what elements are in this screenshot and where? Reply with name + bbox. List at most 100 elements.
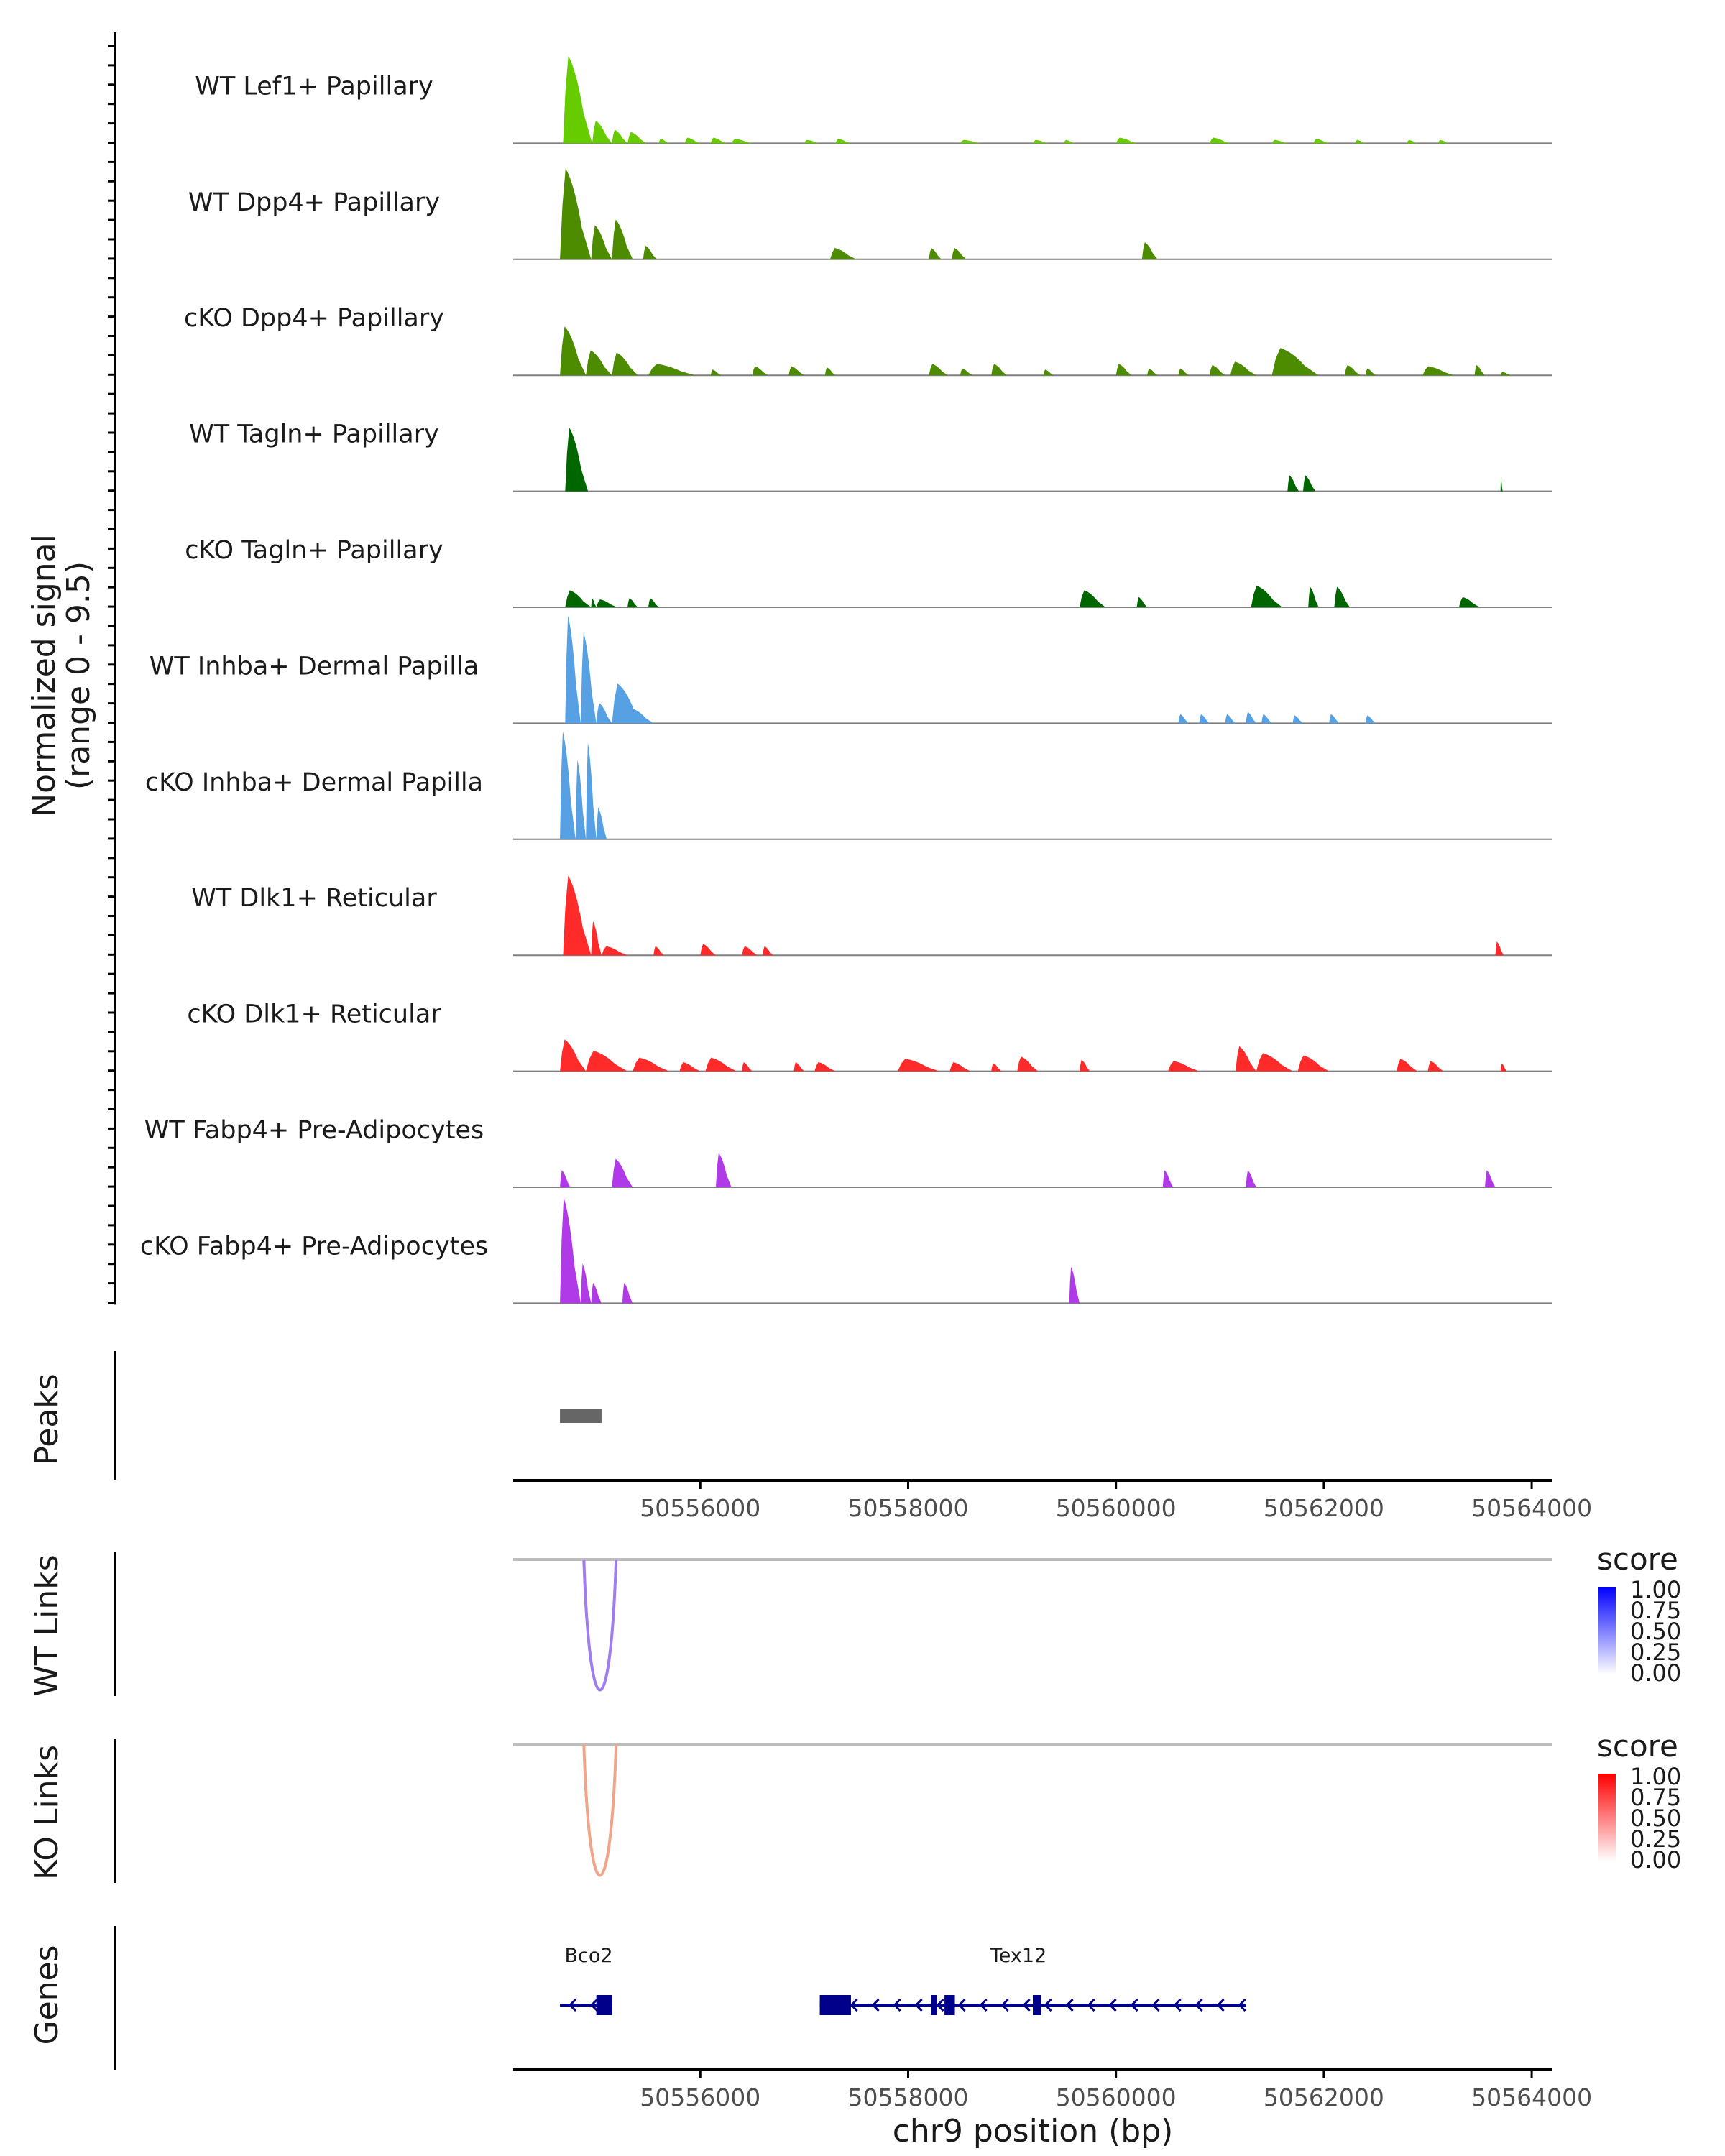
signal-peak bbox=[1209, 364, 1225, 376]
legend-tick-label: 0.00 bbox=[1630, 1846, 1681, 1874]
legend-tick-label: 0.75 bbox=[1630, 1597, 1681, 1624]
strand-arrow bbox=[568, 1998, 577, 2012]
y-axis-label: Normalized signal bbox=[26, 534, 63, 817]
x-tick-label: 50560000 bbox=[1056, 2083, 1177, 2111]
signal-peak bbox=[565, 428, 589, 492]
signal-peak bbox=[591, 225, 612, 259]
signal-peak bbox=[1043, 369, 1054, 376]
legend-tick-label: 0.50 bbox=[1630, 1618, 1681, 1645]
peak-range bbox=[560, 1409, 602, 1423]
signal-peak bbox=[814, 1061, 836, 1072]
signal-peak bbox=[612, 129, 628, 144]
signal-peak bbox=[929, 364, 948, 376]
signal-peak bbox=[1199, 714, 1210, 724]
signal-peak bbox=[960, 139, 981, 144]
signal-peak bbox=[1209, 137, 1230, 144]
signal-peak bbox=[1334, 586, 1351, 607]
signal-peak bbox=[700, 944, 716, 956]
signal-peak bbox=[591, 1282, 602, 1304]
strand-arrow bbox=[1044, 1998, 1052, 2012]
coverage-track: WT Dpp4+ Papillary bbox=[188, 168, 1552, 260]
signal-peak bbox=[612, 352, 638, 376]
coverage-track: cKO Inhba+ Dermal Papilla bbox=[145, 731, 1552, 840]
track-label: WT Tagln+ Papillary bbox=[189, 420, 439, 449]
legend-tick-label: 0.25 bbox=[1630, 1825, 1681, 1853]
signal-peak bbox=[1064, 139, 1075, 144]
x-axis-upper: 50556000 50558000 50560000 50562000 50564000 bbox=[513, 1479, 1592, 1522]
strand-arrow bbox=[1151, 1998, 1160, 2012]
signal-peak bbox=[788, 366, 804, 376]
legend-tick-label: 1.00 bbox=[1630, 1576, 1681, 1603]
track-label: WT Dpp4+ Papillary bbox=[188, 188, 440, 217]
coverage-track: cKO Dlk1+ Reticular bbox=[187, 1000, 1552, 1072]
strand-arrow bbox=[893, 1998, 901, 2012]
strand-arrow bbox=[957, 1998, 966, 2012]
signal-peak bbox=[1080, 1059, 1090, 1072]
gene-exon bbox=[931, 1995, 937, 2015]
signal-peak bbox=[1162, 1170, 1174, 1187]
signal-peak bbox=[1329, 714, 1340, 724]
signal-peak bbox=[1355, 139, 1366, 144]
coverage-track: WT Dlk1+ Reticular bbox=[191, 875, 1552, 957]
signal-peak bbox=[952, 248, 967, 259]
strand-arrow bbox=[1173, 1998, 1182, 2012]
signal-peak bbox=[601, 946, 628, 956]
signal-peak bbox=[1397, 1059, 1418, 1072]
x-axis-title: chr9 position (bp) bbox=[893, 2113, 1174, 2150]
signal-peak bbox=[742, 946, 758, 956]
signal-peak bbox=[1302, 475, 1316, 492]
signal-peak bbox=[560, 1197, 581, 1304]
signal-peak bbox=[1017, 1056, 1039, 1072]
x-tick-label: 50564000 bbox=[1471, 2083, 1592, 2111]
signal-peak bbox=[991, 1063, 1002, 1072]
signal-peak bbox=[563, 55, 592, 144]
signal-peak bbox=[804, 139, 820, 144]
strand-arrow bbox=[1130, 1998, 1138, 2012]
peaks-panel: Peaks 50556000 50558000 50560000 50562000 50… bbox=[29, 1351, 1592, 1522]
gene-model: Tex12 bbox=[819, 1945, 1246, 2015]
signal-peak bbox=[1256, 1053, 1293, 1072]
signal-peak bbox=[1271, 139, 1288, 144]
signal-peak bbox=[560, 731, 576, 839]
signal-peak bbox=[1422, 366, 1454, 376]
coverage-tracks: WT Lef1+ Papillary WT Dpp4+ Papillary cKO … bbox=[140, 55, 1552, 1304]
signal-peak bbox=[586, 350, 612, 376]
strand-arrow bbox=[850, 1998, 858, 2012]
legend-title: score bbox=[1597, 1542, 1678, 1577]
coverage-track: cKO Fabp4+ Pre-Adipocytes bbox=[140, 1197, 1552, 1304]
signal-peak bbox=[653, 946, 664, 956]
coverage-track: WT Inhba+ Dermal Papilla bbox=[150, 615, 1552, 724]
track-label: cKO Inhba+ Dermal Papilla bbox=[145, 768, 483, 797]
x-tick-label: 50556000 bbox=[640, 1494, 760, 1522]
signal-peak bbox=[1474, 364, 1486, 376]
coverage-y-axis bbox=[108, 32, 116, 1305]
signal-peak bbox=[1116, 364, 1132, 376]
signal-peak bbox=[1147, 368, 1158, 376]
gene-name: Bco2 bbox=[565, 1945, 613, 1967]
legend-title: score bbox=[1597, 1728, 1678, 1764]
legend-tick-label: 0.00 bbox=[1630, 1659, 1681, 1687]
x-axis-lower: 50556000 50558000 50560000 50562000 50564000 bbox=[513, 2068, 1592, 2111]
signal-peak bbox=[648, 598, 659, 607]
signal-peak bbox=[1297, 1055, 1330, 1072]
peaks-ranges bbox=[560, 1409, 602, 1423]
strand-arrow bbox=[1000, 1998, 1009, 2012]
legend-tick-label: 0.25 bbox=[1630, 1639, 1681, 1666]
strand-arrow bbox=[914, 1998, 923, 2012]
signal-peak bbox=[1427, 1061, 1444, 1072]
signal-peak bbox=[991, 364, 1007, 376]
signal-peak bbox=[835, 139, 851, 144]
signal-peak bbox=[1230, 361, 1256, 376]
signal-peak bbox=[824, 367, 836, 376]
signal-peak bbox=[591, 598, 597, 607]
coverage-track: cKO Dpp4+ Papillary bbox=[184, 304, 1552, 377]
strand-arrow bbox=[979, 1998, 988, 2012]
signal-peak bbox=[1178, 714, 1189, 724]
signal-peak bbox=[1365, 368, 1376, 376]
signal-peak bbox=[575, 760, 586, 839]
signal-peak bbox=[627, 708, 654, 724]
signal-peak bbox=[1313, 139, 1330, 144]
